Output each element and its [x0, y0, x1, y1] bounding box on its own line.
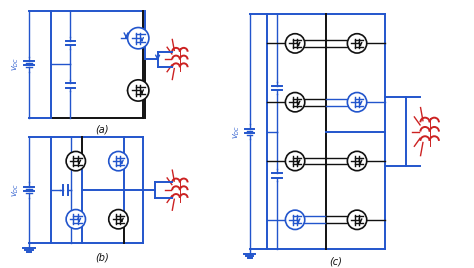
Circle shape: [347, 151, 367, 171]
Text: (b): (b): [95, 253, 109, 263]
Circle shape: [347, 210, 367, 229]
Circle shape: [128, 80, 149, 101]
Circle shape: [66, 151, 85, 171]
Circle shape: [285, 34, 305, 53]
Text: (c): (c): [329, 257, 342, 267]
Text: $V_{DC}$: $V_{DC}$: [11, 57, 21, 71]
Text: $V_{DC}$: $V_{DC}$: [11, 183, 21, 197]
Circle shape: [285, 92, 305, 112]
Text: $V_{DC}$: $V_{DC}$: [232, 125, 242, 139]
Circle shape: [66, 210, 85, 229]
Circle shape: [109, 151, 128, 171]
Circle shape: [128, 28, 149, 49]
Circle shape: [347, 34, 367, 53]
Text: (a): (a): [95, 124, 109, 134]
Circle shape: [285, 151, 305, 171]
Circle shape: [109, 210, 128, 229]
Circle shape: [347, 92, 367, 112]
Circle shape: [285, 210, 305, 229]
